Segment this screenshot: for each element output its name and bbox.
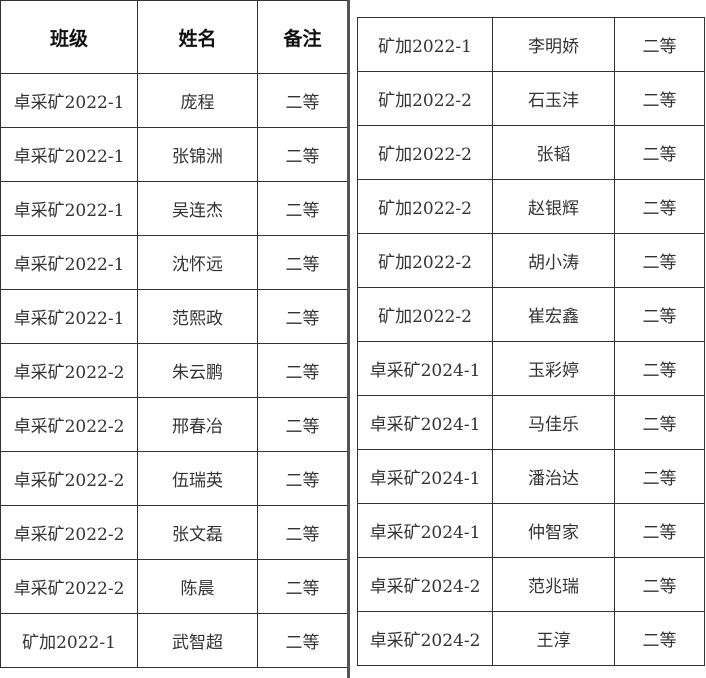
table-row: 卓采矿2024-1 玉彩婷 二等 (357, 341, 705, 396)
table-row: 卓采矿2024-1 仲智家 二等 (357, 503, 705, 558)
cell-class: 卓采矿2022-1 (0, 73, 138, 128)
cell-class: 矿加2022-2 (357, 125, 493, 180)
cell-name: 范熙政 (137, 289, 258, 344)
header-row: 班级 姓名 备注 (0, 0, 348, 74)
table-row: 卓采矿2022-2 张文磊 二等 (0, 505, 348, 560)
table-row: 卓采矿2022-1 张锦洲 二等 (0, 127, 348, 182)
cell-class: 卓采矿2022-1 (0, 289, 138, 344)
cell-note: 二等 (614, 125, 705, 180)
left-table: 班级 姓名 备注 卓采矿2022-1 庞程 二等 卓采矿2022-1 张锦洲 二等 卓采矿2… (0, 0, 348, 668)
cell-note: 二等 (614, 233, 705, 288)
cell-note: 二等 (257, 127, 348, 182)
table-row: 卓采矿2022-2 朱云鹏 二等 (0, 343, 348, 398)
table-row: 矿加2022-1 李明娇 二等 (357, 17, 705, 72)
table-row: 卓采矿2022-1 庞程 二等 (0, 73, 348, 128)
cell-class: 矿加2022-2 (357, 71, 493, 126)
cell-note: 二等 (257, 235, 348, 290)
cell-name: 王淳 (492, 611, 615, 666)
cell-class: 卓采矿2024-2 (357, 611, 493, 666)
cell-name: 仲智家 (492, 503, 615, 558)
cell-note: 二等 (257, 613, 348, 668)
cell-class: 矿加2022-1 (357, 17, 493, 72)
cell-class: 矿加2022-1 (0, 613, 138, 668)
cell-note: 二等 (614, 449, 705, 504)
cell-name: 马佳乐 (492, 395, 615, 450)
cell-note: 二等 (614, 395, 705, 450)
cell-class: 矿加2022-2 (357, 179, 493, 234)
cell-class: 矿加2022-2 (357, 287, 493, 342)
table-row: 卓采矿2024-1 马佳乐 二等 (357, 395, 705, 450)
cell-note: 二等 (614, 611, 705, 666)
cell-note: 二等 (614, 17, 705, 72)
cell-class: 卓采矿2022-1 (0, 235, 138, 290)
cell-name: 陈晨 (137, 559, 258, 614)
cell-class: 卓采矿2024-1 (357, 341, 493, 396)
cell-note: 二等 (614, 287, 705, 342)
table-row: 卓采矿2024-2 范兆瑞 二等 (357, 557, 705, 612)
cell-name: 赵银辉 (492, 179, 615, 234)
cell-note: 二等 (257, 181, 348, 236)
cell-note: 二等 (257, 397, 348, 452)
cell-class: 卓采矿2024-1 (357, 395, 493, 450)
header-note: 备注 (257, 0, 348, 74)
cell-note: 二等 (257, 559, 348, 614)
table-row: 卓采矿2022-1 吴连杰 二等 (0, 181, 348, 236)
cell-name: 伍瑞英 (137, 451, 258, 506)
cell-name: 朱云鹏 (137, 343, 258, 398)
cell-class: 卓采矿2024-2 (357, 557, 493, 612)
cell-name: 胡小涛 (492, 233, 615, 288)
cell-class: 矿加2022-2 (357, 233, 493, 288)
cell-class: 卓采矿2022-1 (0, 127, 138, 182)
cell-note: 二等 (257, 289, 348, 344)
table-row: 矿加2022-2 胡小涛 二等 (357, 233, 705, 288)
right-table: 矿加2022-1 李明娇 二等 矿加2022-2 石玉沣 二等 矿加2022-2 张韬 二等 矿加… (357, 17, 705, 666)
cell-class: 卓采矿2022-2 (0, 559, 138, 614)
cell-class: 卓采矿2022-2 (0, 397, 138, 452)
cell-name: 石玉沣 (492, 71, 615, 126)
cell-name: 沈怀远 (137, 235, 258, 290)
cell-note: 二等 (614, 341, 705, 396)
table-row: 矿加2022-2 赵银辉 二等 (357, 179, 705, 234)
cell-name: 邢春冶 (137, 397, 258, 452)
cell-name: 张文磊 (137, 505, 258, 560)
column-divider (347, 0, 350, 678)
cell-note: 二等 (614, 71, 705, 126)
cell-note: 二等 (614, 179, 705, 234)
cell-name: 范兆瑞 (492, 557, 615, 612)
cell-class: 卓采矿2024-1 (357, 449, 493, 504)
cell-note: 二等 (257, 73, 348, 128)
table-row: 卓采矿2022-2 伍瑞英 二等 (0, 451, 348, 506)
cell-class: 卓采矿2022-2 (0, 505, 138, 560)
table-row: 矿加2022-2 张韬 二等 (357, 125, 705, 180)
cell-note: 二等 (614, 557, 705, 612)
cell-name: 张韬 (492, 125, 615, 180)
header-name: 姓名 (137, 0, 258, 74)
cell-note: 二等 (257, 505, 348, 560)
table-row: 卓采矿2024-2 王淳 二等 (357, 611, 705, 666)
table-row: 卓采矿2022-1 沈怀远 二等 (0, 235, 348, 290)
cell-class: 卓采矿2024-1 (357, 503, 493, 558)
cell-name: 潘治达 (492, 449, 615, 504)
cell-name: 玉彩婷 (492, 341, 615, 396)
table-row: 矿加2022-2 崔宏鑫 二等 (357, 287, 705, 342)
table-row: 卓采矿2024-1 潘治达 二等 (357, 449, 705, 504)
cell-note: 二等 (614, 503, 705, 558)
cell-note: 二等 (257, 343, 348, 398)
cell-note: 二等 (257, 451, 348, 506)
header-class: 班级 (0, 0, 138, 74)
cell-name: 张锦洲 (137, 127, 258, 182)
cell-name: 武智超 (137, 613, 258, 668)
cell-name: 庞程 (137, 73, 258, 128)
cell-class: 卓采矿2022-2 (0, 451, 138, 506)
table-row: 矿加2022-2 石玉沣 二等 (357, 71, 705, 126)
cell-class: 卓采矿2022-2 (0, 343, 138, 398)
cell-name: 崔宏鑫 (492, 287, 615, 342)
cell-class: 卓采矿2022-1 (0, 181, 138, 236)
cell-name: 李明娇 (492, 17, 615, 72)
table-row: 卓采矿2022-2 陈晨 二等 (0, 559, 348, 614)
table-row: 矿加2022-1 武智超 二等 (0, 613, 348, 668)
cell-name: 吴连杰 (137, 181, 258, 236)
table-row: 卓采矿2022-1 范熙政 二等 (0, 289, 348, 344)
table-row: 卓采矿2022-2 邢春冶 二等 (0, 397, 348, 452)
